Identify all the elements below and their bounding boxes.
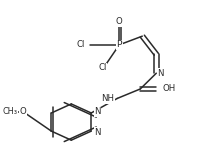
Text: O: O: [20, 107, 27, 116]
Text: CH₃: CH₃: [3, 107, 18, 116]
Text: N: N: [94, 107, 100, 116]
Text: O: O: [115, 17, 122, 26]
Text: OH: OH: [162, 84, 175, 93]
Text: NH: NH: [101, 94, 114, 103]
Text: Cl: Cl: [76, 40, 85, 49]
Text: N: N: [94, 128, 100, 137]
Text: O: O: [20, 107, 27, 116]
Text: Cl: Cl: [98, 63, 106, 72]
Text: N: N: [156, 69, 163, 78]
Text: P: P: [116, 40, 122, 49]
Text: O: O: [1, 107, 8, 116]
